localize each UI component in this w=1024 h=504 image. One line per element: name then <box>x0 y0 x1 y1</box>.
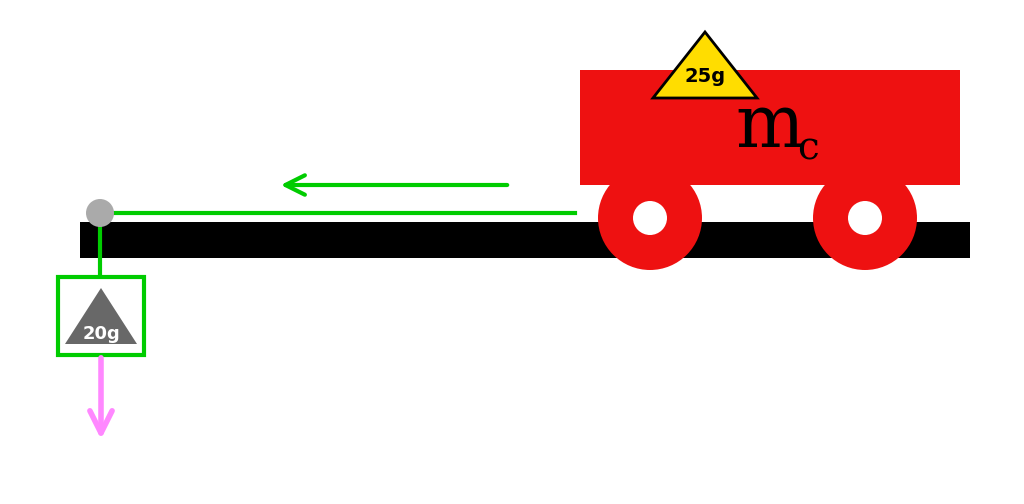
Circle shape <box>633 201 667 235</box>
Text: m: m <box>735 92 804 162</box>
Text: 25g: 25g <box>684 67 726 86</box>
Polygon shape <box>65 288 137 344</box>
Circle shape <box>813 166 918 270</box>
Circle shape <box>598 166 702 270</box>
Text: c: c <box>797 131 819 167</box>
Bar <box>580 70 961 185</box>
Text: 20g: 20g <box>82 325 120 343</box>
Bar <box>80 222 970 258</box>
Circle shape <box>848 201 882 235</box>
Polygon shape <box>653 32 757 98</box>
Bar <box>58 277 144 355</box>
Circle shape <box>86 199 114 227</box>
